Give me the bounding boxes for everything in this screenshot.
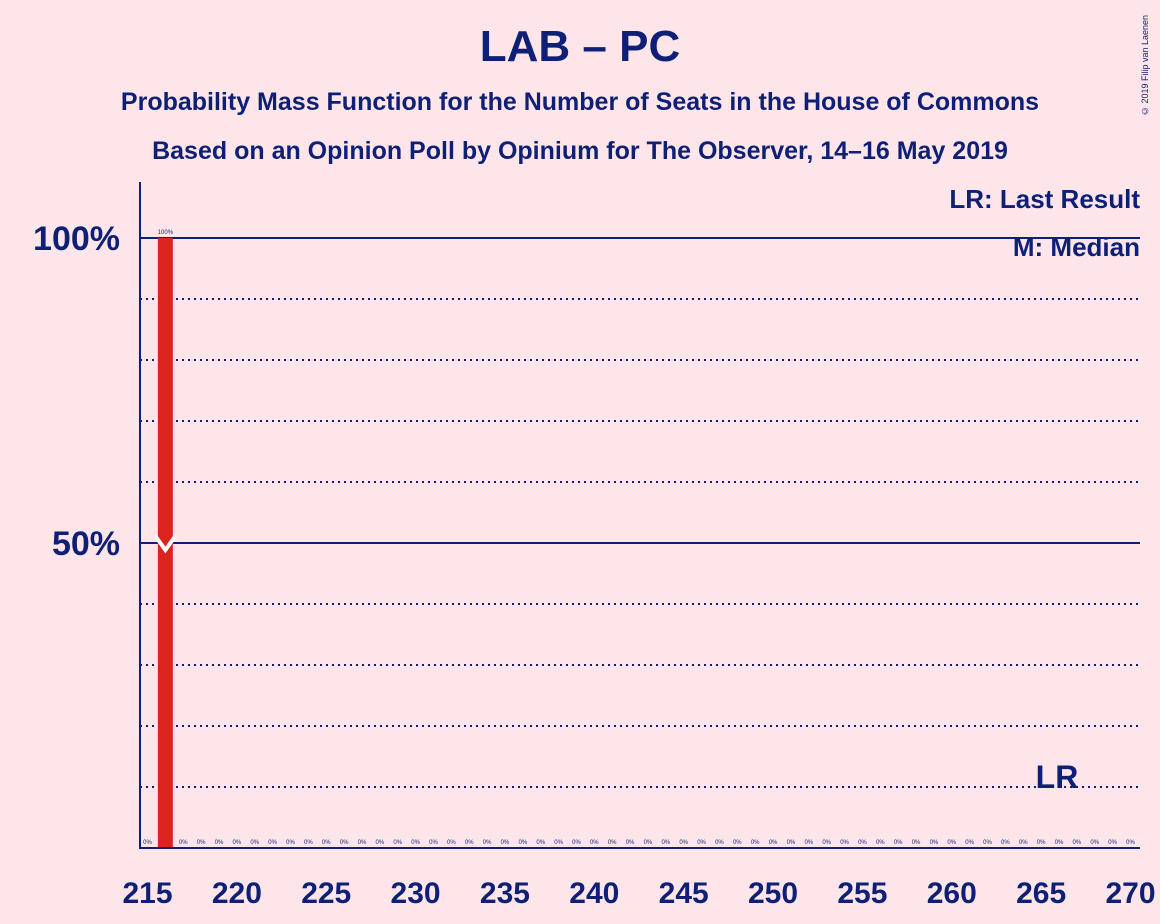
- chart-title: LAB – PC: [479, 22, 681, 71]
- value-label-250: 0%: [769, 840, 778, 846]
- last-result-marker: LR: [1036, 759, 1079, 795]
- value-label-264: 0%: [1019, 840, 1028, 846]
- value-label-269: 0%: [1108, 840, 1117, 846]
- value-label-258: 0%: [912, 840, 921, 846]
- x-tick-label-220: 220: [212, 877, 262, 910]
- x-tick-label-235: 235: [480, 877, 530, 910]
- value-label-236: 0%: [518, 840, 527, 846]
- value-label-230: 0%: [411, 840, 420, 846]
- value-label-243: 0%: [644, 840, 653, 846]
- value-label-222: 0%: [268, 840, 277, 846]
- value-label-270: 0%: [1126, 840, 1135, 846]
- value-label-217: 0%: [179, 840, 188, 846]
- value-label-259: 0%: [930, 840, 939, 846]
- value-label-234: 0%: [483, 840, 492, 846]
- bar-216: [157, 238, 173, 848]
- x-tick-label-265: 265: [1016, 877, 1066, 910]
- value-label-219: 0%: [215, 840, 224, 846]
- value-label-215: 0%: [143, 840, 152, 846]
- value-label-229: 0%: [393, 840, 402, 846]
- value-label-216: 100%: [158, 230, 174, 236]
- value-label-247: 0%: [715, 840, 724, 846]
- value-label-237: 0%: [536, 840, 545, 846]
- value-label-262: 0%: [983, 840, 992, 846]
- chart-subtitle-1: Probability Mass Function for the Number…: [120, 88, 1040, 116]
- legend-last-result: LR: Last Result: [949, 184, 1140, 214]
- value-label-242: 0%: [626, 840, 635, 846]
- value-label-223: 0%: [286, 840, 295, 846]
- value-label-248: 0%: [733, 840, 742, 846]
- x-tick-label-240: 240: [569, 877, 619, 910]
- value-label-245: 0%: [679, 840, 688, 846]
- y-tick-label-100: 100%: [33, 220, 120, 258]
- value-label-238: 0%: [554, 840, 563, 846]
- value-label-256: 0%: [876, 840, 885, 846]
- x-tick-label-245: 245: [659, 877, 709, 910]
- value-label-227: 0%: [358, 840, 367, 846]
- value-label-228: 0%: [376, 840, 385, 846]
- x-tick-label-250: 250: [748, 877, 798, 910]
- x-tick-label-230: 230: [391, 877, 441, 910]
- value-label-231: 0%: [429, 840, 438, 846]
- value-label-246: 0%: [697, 840, 706, 846]
- value-label-221: 0%: [250, 840, 259, 846]
- x-tick-label-225: 225: [301, 877, 351, 910]
- value-label-253: 0%: [822, 840, 831, 846]
- value-label-241: 0%: [608, 840, 617, 846]
- value-label-268: 0%: [1090, 840, 1099, 846]
- value-label-233: 0%: [465, 840, 474, 846]
- median-marker: [153, 534, 178, 554]
- value-label-263: 0%: [1001, 840, 1010, 846]
- value-label-251: 0%: [787, 840, 796, 846]
- value-label-249: 0%: [751, 840, 760, 846]
- value-label-220: 0%: [233, 840, 242, 846]
- value-label-252: 0%: [804, 840, 813, 846]
- x-tick-label-260: 260: [927, 877, 977, 910]
- x-tick-label-215: 215: [122, 877, 172, 910]
- value-label-232: 0%: [447, 840, 456, 846]
- value-label-257: 0%: [894, 840, 903, 846]
- value-label-267: 0%: [1073, 840, 1082, 846]
- value-label-260: 0%: [947, 840, 956, 846]
- value-label-244: 0%: [661, 840, 670, 846]
- value-label-235: 0%: [501, 840, 510, 846]
- value-label-255: 0%: [858, 840, 867, 846]
- chart-subtitle-2: Based on an Opinion Poll by Opinium for …: [152, 137, 1008, 165]
- value-label-239: 0%: [572, 840, 581, 846]
- value-label-254: 0%: [840, 840, 849, 846]
- value-label-240: 0%: [590, 840, 599, 846]
- value-label-265: 0%: [1037, 840, 1046, 846]
- value-label-224: 0%: [304, 840, 313, 846]
- x-tick-label-270: 270: [1105, 877, 1155, 910]
- value-label-226: 0%: [340, 840, 349, 846]
- x-tick-label-255: 255: [837, 877, 887, 910]
- value-label-225: 0%: [322, 840, 331, 846]
- value-label-266: 0%: [1055, 840, 1064, 846]
- y-tick-label-50: 50%: [52, 525, 120, 563]
- value-label-218: 0%: [197, 840, 206, 846]
- value-label-261: 0%: [965, 840, 974, 846]
